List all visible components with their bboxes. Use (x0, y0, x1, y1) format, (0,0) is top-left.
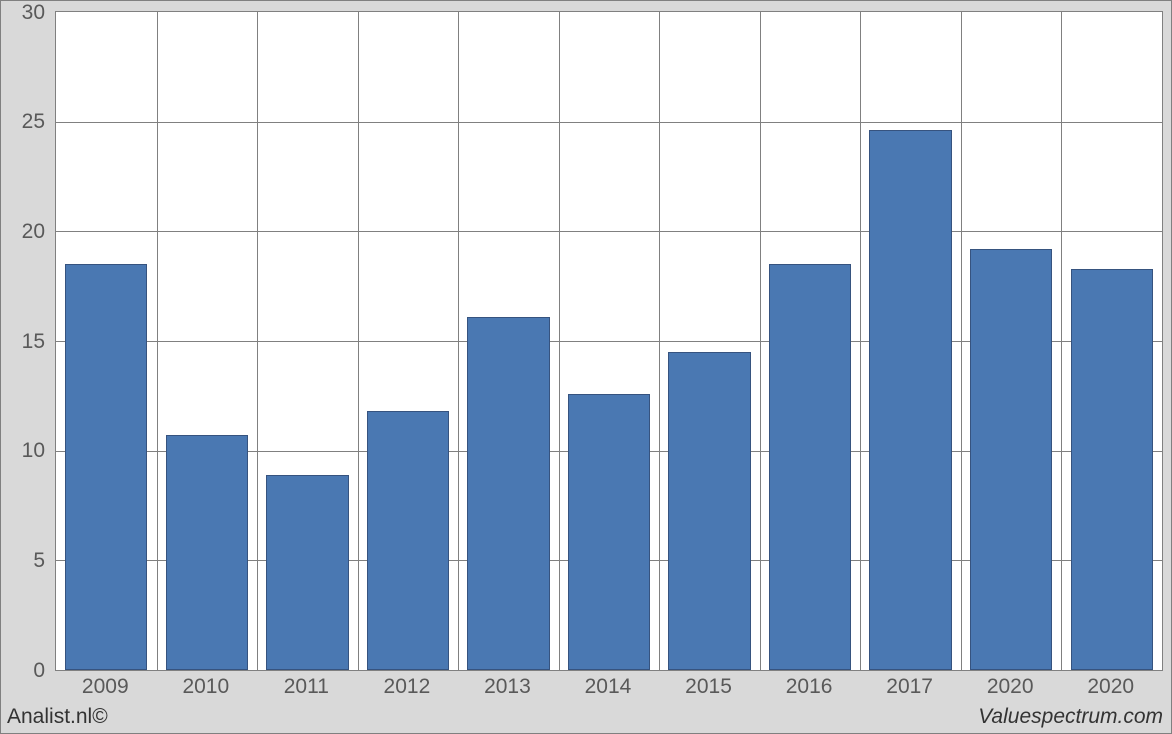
y-tick-label: 15 (1, 330, 45, 354)
y-tick-label: 20 (1, 220, 45, 244)
y-tick-label: 0 (1, 659, 45, 683)
bar (467, 317, 549, 670)
bar (1071, 269, 1153, 670)
footer-left: Analist.nl© (7, 705, 108, 729)
bar (668, 352, 750, 670)
gridline-horizontal (56, 122, 1162, 123)
footer-right: Valuespectrum.com (978, 705, 1163, 729)
gridline-vertical (157, 12, 158, 670)
x-tick-label: 2011 (256, 675, 357, 699)
x-tick-label: 2015 (658, 675, 759, 699)
gridline-vertical (559, 12, 560, 670)
bar (367, 411, 449, 670)
y-tick-label: 10 (1, 439, 45, 463)
x-tick-label: 2020 (1060, 675, 1161, 699)
bar (266, 475, 348, 670)
y-tick-label: 25 (1, 110, 45, 134)
gridline-vertical (257, 12, 258, 670)
bar (166, 435, 248, 670)
x-tick-label: 2012 (357, 675, 458, 699)
chart-frame: 051015202530 200920102011201220132014201… (0, 0, 1172, 734)
bar (869, 130, 951, 670)
x-tick-label: 2010 (156, 675, 257, 699)
bar (568, 394, 650, 670)
gridline-vertical (1061, 12, 1062, 670)
gridline-vertical (860, 12, 861, 670)
gridline-horizontal (56, 231, 1162, 232)
x-tick-label: 2014 (558, 675, 659, 699)
gridline-vertical (358, 12, 359, 670)
bar (65, 264, 147, 670)
x-tick-label: 2009 (55, 675, 156, 699)
x-tick-label: 2017 (859, 675, 960, 699)
gridline-vertical (458, 12, 459, 670)
bar (769, 264, 851, 670)
y-tick-label: 5 (1, 549, 45, 573)
gridline-vertical (659, 12, 660, 670)
x-tick-label: 2020 (960, 675, 1061, 699)
bar (970, 249, 1052, 670)
x-tick-label: 2013 (457, 675, 558, 699)
gridline-vertical (961, 12, 962, 670)
x-tick-label: 2016 (759, 675, 860, 699)
gridline-vertical (760, 12, 761, 670)
plot-area (55, 11, 1163, 671)
y-tick-label: 30 (1, 1, 45, 25)
